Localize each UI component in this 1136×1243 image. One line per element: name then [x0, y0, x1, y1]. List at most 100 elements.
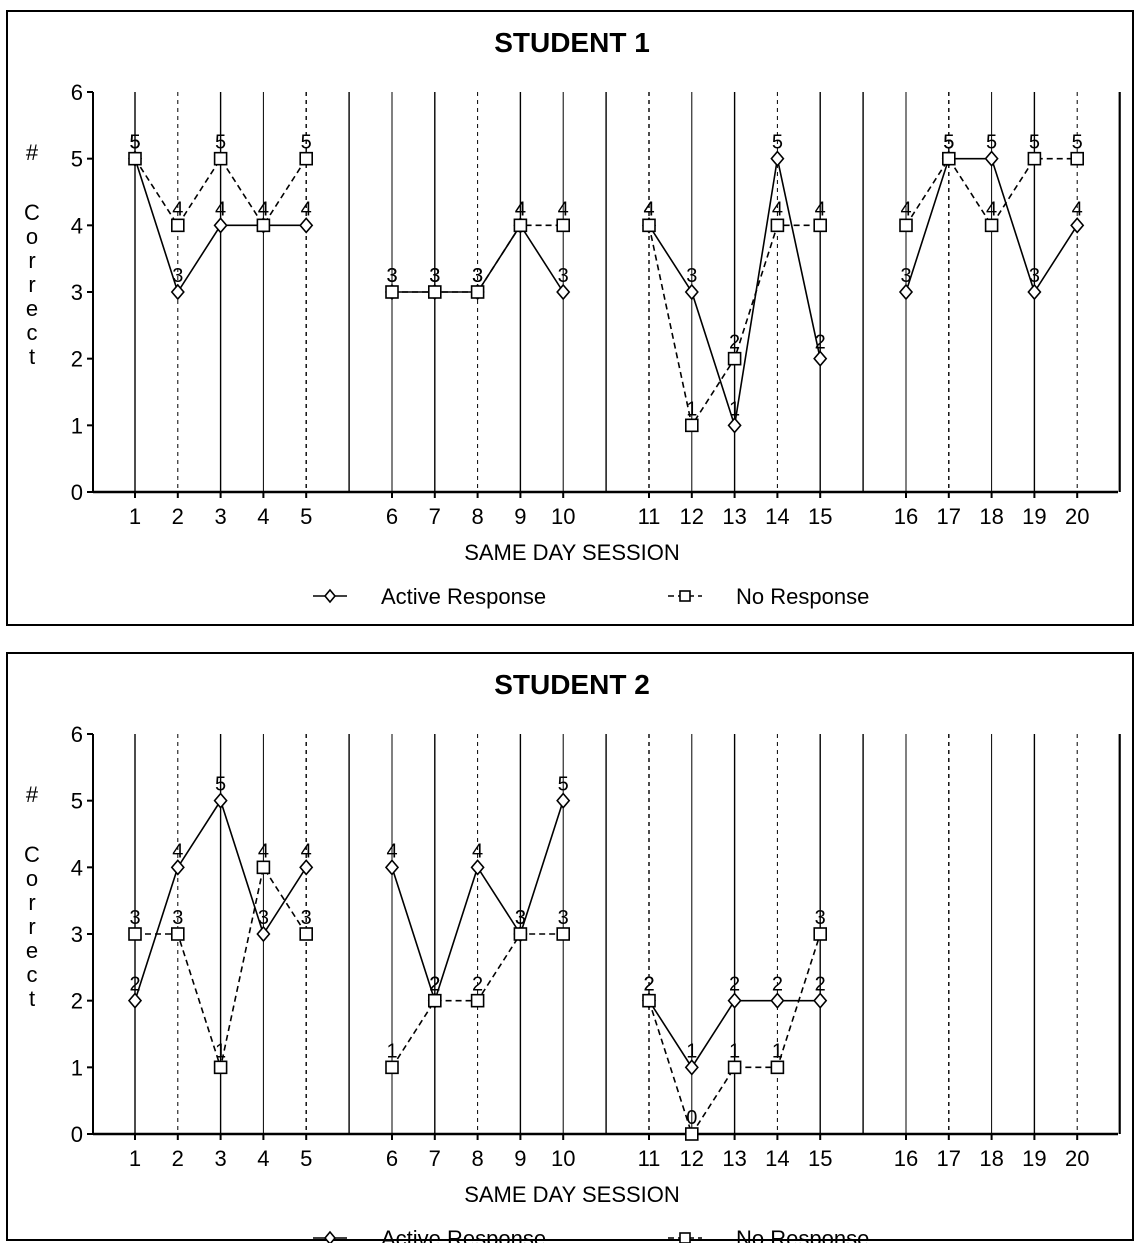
data-label: 1 — [386, 1040, 397, 1062]
data-label: 3 — [172, 907, 183, 929]
data-point-square — [556, 218, 571, 233]
data-label: 2 — [815, 332, 826, 354]
data-point-square — [513, 218, 528, 233]
gridlines — [134, 92, 1121, 492]
data-label: 1 — [772, 1040, 783, 1062]
data-label: 3 — [172, 265, 183, 287]
x-tick-label: 10 — [551, 1146, 575, 1171]
data-point-square — [213, 1060, 228, 1075]
data-point-square — [171, 927, 185, 941]
data-label: 5 — [215, 132, 226, 154]
y-axis-label-char: t — [29, 986, 35, 1011]
y-tick-label: 5 — [71, 147, 83, 172]
y-axis-label-char: o — [26, 866, 38, 891]
x-axis-label: SAME DAY SESSION — [464, 1182, 680, 1207]
data-point-square — [213, 151, 228, 166]
x-tick-label: 9 — [514, 504, 526, 529]
data-label: 4 — [900, 198, 911, 220]
data-point-diamond — [213, 217, 228, 234]
x-tick-label: 19 — [1022, 1146, 1046, 1171]
data-label: 4 — [301, 840, 312, 862]
data-label: 4 — [1072, 198, 1083, 220]
x-tick-label: 1 — [129, 504, 141, 529]
x-tick-label: 12 — [680, 1146, 704, 1171]
x-axis-label: SAME DAY SESSION — [464, 540, 680, 565]
data-point-diamond — [384, 859, 400, 876]
y-tick-label: 3 — [71, 922, 83, 947]
data-label: 4 — [986, 198, 997, 220]
x-tick-label: 5 — [300, 1146, 312, 1171]
data-point-diamond — [770, 150, 785, 167]
data-label: 4 — [172, 840, 183, 862]
x-tick-label: 4 — [257, 504, 269, 529]
data-point-square — [299, 927, 314, 941]
data-label: 3 — [815, 907, 826, 929]
data-point-square — [899, 218, 913, 233]
data-label: 1 — [215, 1040, 226, 1062]
data-label: 3 — [386, 265, 397, 287]
data-label: 5 — [986, 132, 997, 154]
data-label: 4 — [558, 198, 569, 220]
data-point-square — [128, 927, 142, 941]
chart-title: STUDENT 2 — [494, 669, 650, 700]
x-tick-label: 11 — [638, 504, 661, 529]
data-label: 4 — [386, 840, 397, 862]
data-point-square — [1027, 151, 1042, 166]
data-label: 4 — [643, 198, 654, 220]
x-tick-label: 19 — [1022, 504, 1046, 529]
data-point-square — [299, 151, 314, 166]
x-tick-label: 12 — [680, 504, 704, 529]
data-point-square — [684, 1127, 699, 1141]
legend-label: Active Response — [381, 584, 546, 609]
data-point-diamond — [813, 992, 828, 1009]
x-tick-label: 1 — [129, 1146, 141, 1171]
data-point-diamond — [898, 283, 914, 301]
data-label: 5 — [943, 132, 954, 154]
y-tick-label: 1 — [71, 1055, 83, 1080]
y-axis-label-char: # — [26, 782, 39, 807]
y-axis-label-char: r — [28, 248, 35, 273]
data-label: 4 — [515, 198, 526, 220]
data-label: 3 — [429, 265, 440, 287]
y-axis-label-char: C — [24, 842, 40, 867]
data-label: 4 — [772, 198, 783, 220]
data-point-square — [684, 418, 699, 433]
data-label: 4 — [258, 198, 269, 220]
data-label: 3 — [129, 907, 140, 929]
data-point-square — [770, 218, 785, 233]
data-point-diamond — [727, 417, 742, 434]
series-active-response: 2 4 5 3 4 4 2 4 3 5 2 1 2 2 2 — [127, 774, 828, 1076]
legend-label: No Response — [736, 584, 869, 609]
y-tick-label: 6 — [71, 722, 83, 747]
data-label: 4 — [472, 840, 483, 862]
data-point-diamond — [984, 150, 999, 167]
x-tick-label: 11 — [638, 1146, 661, 1171]
data-point-square — [642, 218, 656, 233]
x-tick-label: 3 — [214, 1146, 226, 1171]
x-tick-label: 17 — [937, 1146, 961, 1171]
legend-label: No Response — [736, 1226, 869, 1243]
data-point-diamond — [813, 350, 828, 367]
data-label: 5 — [129, 132, 140, 154]
data-label: 3 — [900, 265, 911, 287]
data-label: 1 — [686, 398, 697, 420]
gridlines — [134, 734, 1121, 1134]
x-tick-label: 8 — [471, 504, 483, 529]
y-tick-label: 2 — [71, 347, 83, 372]
data-label: 3 — [472, 265, 483, 287]
y-tick-label: 2 — [71, 989, 83, 1014]
data-point-square — [427, 285, 442, 299]
data-point-diamond — [170, 283, 185, 301]
data-point-square — [770, 1060, 785, 1075]
y-tick-label: 0 — [71, 1122, 83, 1147]
legend-marker-square — [679, 590, 691, 602]
series-line — [905, 157, 1078, 227]
data-point-square — [470, 285, 485, 299]
x-tick-label: 15 — [808, 1146, 832, 1171]
data-point-square — [385, 285, 399, 299]
data-label: 2 — [729, 974, 740, 996]
data-label: 2 — [472, 974, 483, 996]
data-point-square — [171, 218, 185, 233]
series-line — [134, 157, 307, 227]
